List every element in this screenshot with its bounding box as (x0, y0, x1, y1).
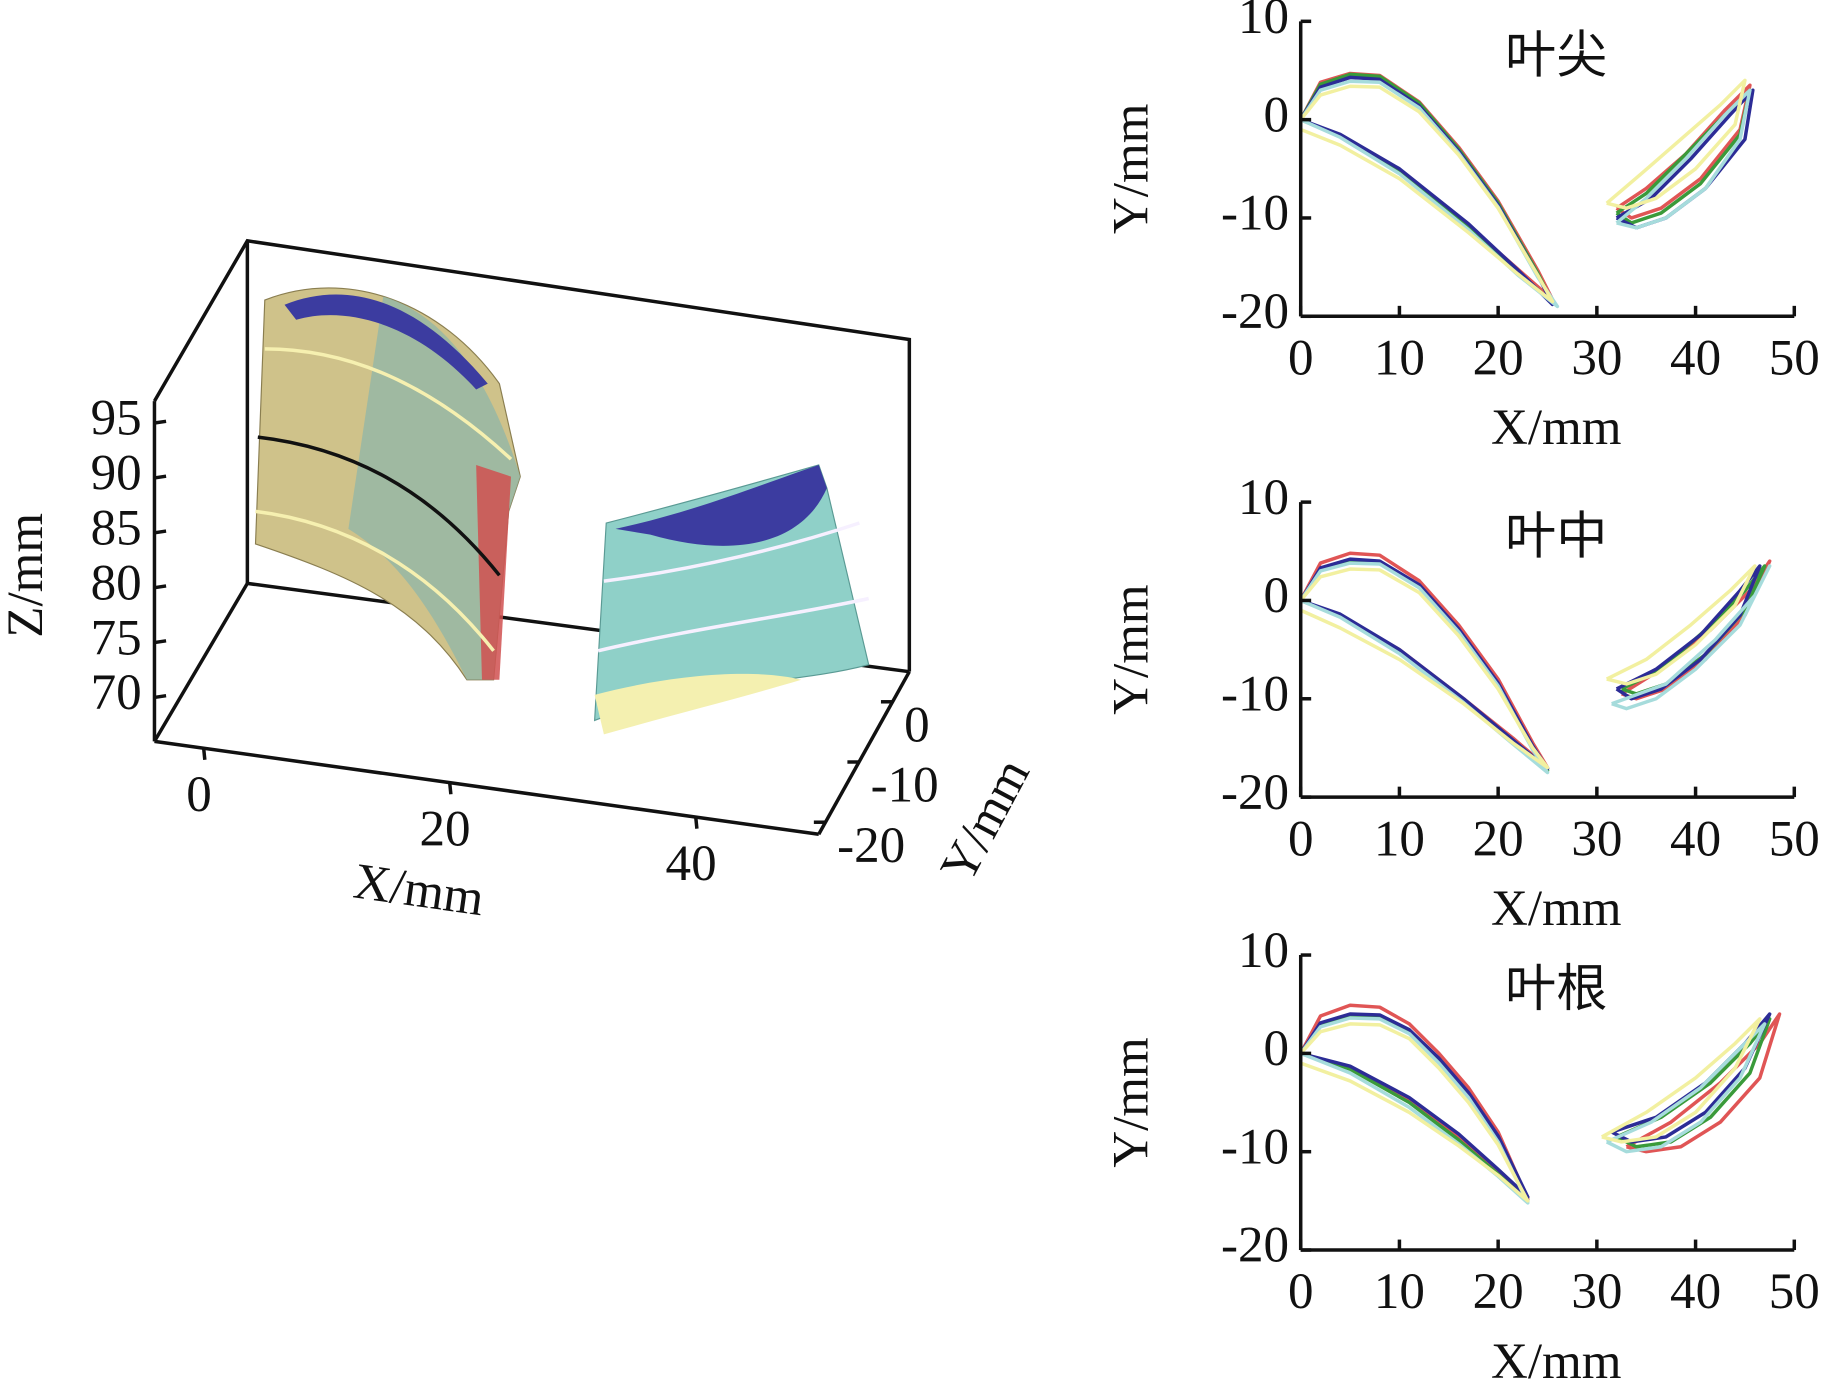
z-tick (154, 693, 167, 700)
y-tick-label: 0 (904, 696, 930, 753)
y-tick-label: -20 (837, 817, 905, 874)
y-tick-label: -10 (1221, 1118, 1289, 1175)
z-tick (154, 639, 167, 645)
profile-line (1299, 564, 1757, 770)
y-tick-label: -10 (1221, 185, 1289, 242)
x-axis (154, 739, 819, 836)
surface-line (257, 435, 501, 577)
y-axis (817, 670, 911, 836)
z-tick-label: 85 (91, 500, 142, 557)
chart-title: 叶根 (1505, 961, 1607, 1018)
y-tick-label: -20 (1221, 1217, 1289, 1274)
x-tick-label: 0 (1288, 329, 1314, 386)
z-tick-label: 90 (91, 445, 142, 502)
z-tick-label: 80 (91, 554, 142, 611)
z-tick-label: 70 (91, 664, 142, 721)
surface-line (603, 521, 860, 583)
x-tick-label: 50 (1769, 329, 1820, 386)
z-tick (154, 419, 167, 425)
blade-surface (615, 464, 827, 546)
profile-line (1299, 1003, 1782, 1201)
y-tick-label: 0 (1264, 86, 1290, 143)
z-tick (154, 529, 167, 535)
x-tick-label: 40 (1670, 810, 1721, 867)
y-tick-label: 0 (1264, 567, 1290, 624)
profile-line (1299, 72, 1752, 305)
surface-line (255, 509, 495, 652)
x-tick-label: 10 (1374, 329, 1425, 386)
x-tick-label: 40 (666, 835, 717, 892)
x-axis-label: X/mm (1491, 399, 1622, 456)
y-tick-label: -10 (1221, 665, 1289, 722)
profile-line (1299, 71, 1752, 302)
x-tick-label: 40 (1670, 1263, 1721, 1320)
y-axis-label: Y/mm (1103, 104, 1160, 235)
y-tick-label: 10 (1238, 0, 1289, 45)
y-tick-label: -20 (1221, 283, 1289, 340)
chart-3d-frame (152, 238, 912, 836)
surface-line (597, 596, 870, 653)
x-tick-label: 0 (1288, 810, 1314, 867)
x-tick-label: 20 (1473, 1263, 1524, 1320)
x-tick (201, 748, 207, 761)
blade-surface (476, 464, 511, 680)
profile-line (1299, 78, 1747, 304)
y-axis-label: Y/mm (1103, 1037, 1160, 1168)
box-edge (152, 582, 249, 743)
z-axis-label: Z/mm (0, 513, 54, 638)
profile-line (1299, 1016, 1767, 1205)
x-tick-label: 40 (1670, 329, 1721, 386)
x-axis-label: X/mm (1491, 880, 1622, 937)
x-tick-label: 0 (1288, 1263, 1314, 1320)
x-tick-label: 50 (1769, 810, 1820, 867)
y-tick-label: -20 (1221, 764, 1289, 821)
y-tick-label: -10 (871, 757, 939, 814)
blade-surface (348, 296, 521, 680)
y-tick-label: 0 (1264, 1020, 1290, 1077)
profile-line (1299, 1012, 1772, 1199)
y-axis-label: Y/mm (1103, 584, 1160, 715)
x-tick-label: 30 (1571, 810, 1622, 867)
x-axis-label: X/mm (1491, 1333, 1622, 1384)
surface-line (264, 347, 513, 461)
z-tick (154, 474, 167, 480)
profile-line (1299, 561, 1772, 775)
y-axis-label: Y/mm (929, 749, 1041, 891)
blade-surfaces (254, 287, 870, 735)
x-tick-label: 20 (420, 800, 471, 857)
blade-surface (594, 673, 802, 735)
z-tick-label: 95 (91, 390, 142, 447)
y-tick-label: 10 (1238, 922, 1289, 979)
chart-title: 叶尖 (1505, 28, 1607, 85)
x-tick-label: 20 (1473, 810, 1524, 867)
blade-surface (284, 294, 488, 390)
x-tick-label: 30 (1571, 329, 1622, 386)
x-axis-label: X/mm (350, 853, 487, 928)
box-edge (152, 238, 912, 672)
x-tick-label: 30 (1571, 1263, 1622, 1320)
x-tick-label: 0 (186, 766, 212, 823)
z-tick (154, 584, 167, 590)
x-tick-label: 50 (1769, 1263, 1820, 1320)
profile-line (1299, 1017, 1762, 1203)
x-tick-label: 10 (1374, 810, 1425, 867)
z-tick-label: 75 (91, 609, 142, 666)
y-tick-label: 10 (1238, 469, 1289, 526)
x-tick (447, 782, 453, 795)
x-tick-label: 20 (1473, 329, 1524, 386)
x-tick-label: 10 (1374, 1263, 1425, 1320)
chart-title: 叶中 (1505, 508, 1607, 565)
x-tick (694, 816, 699, 829)
